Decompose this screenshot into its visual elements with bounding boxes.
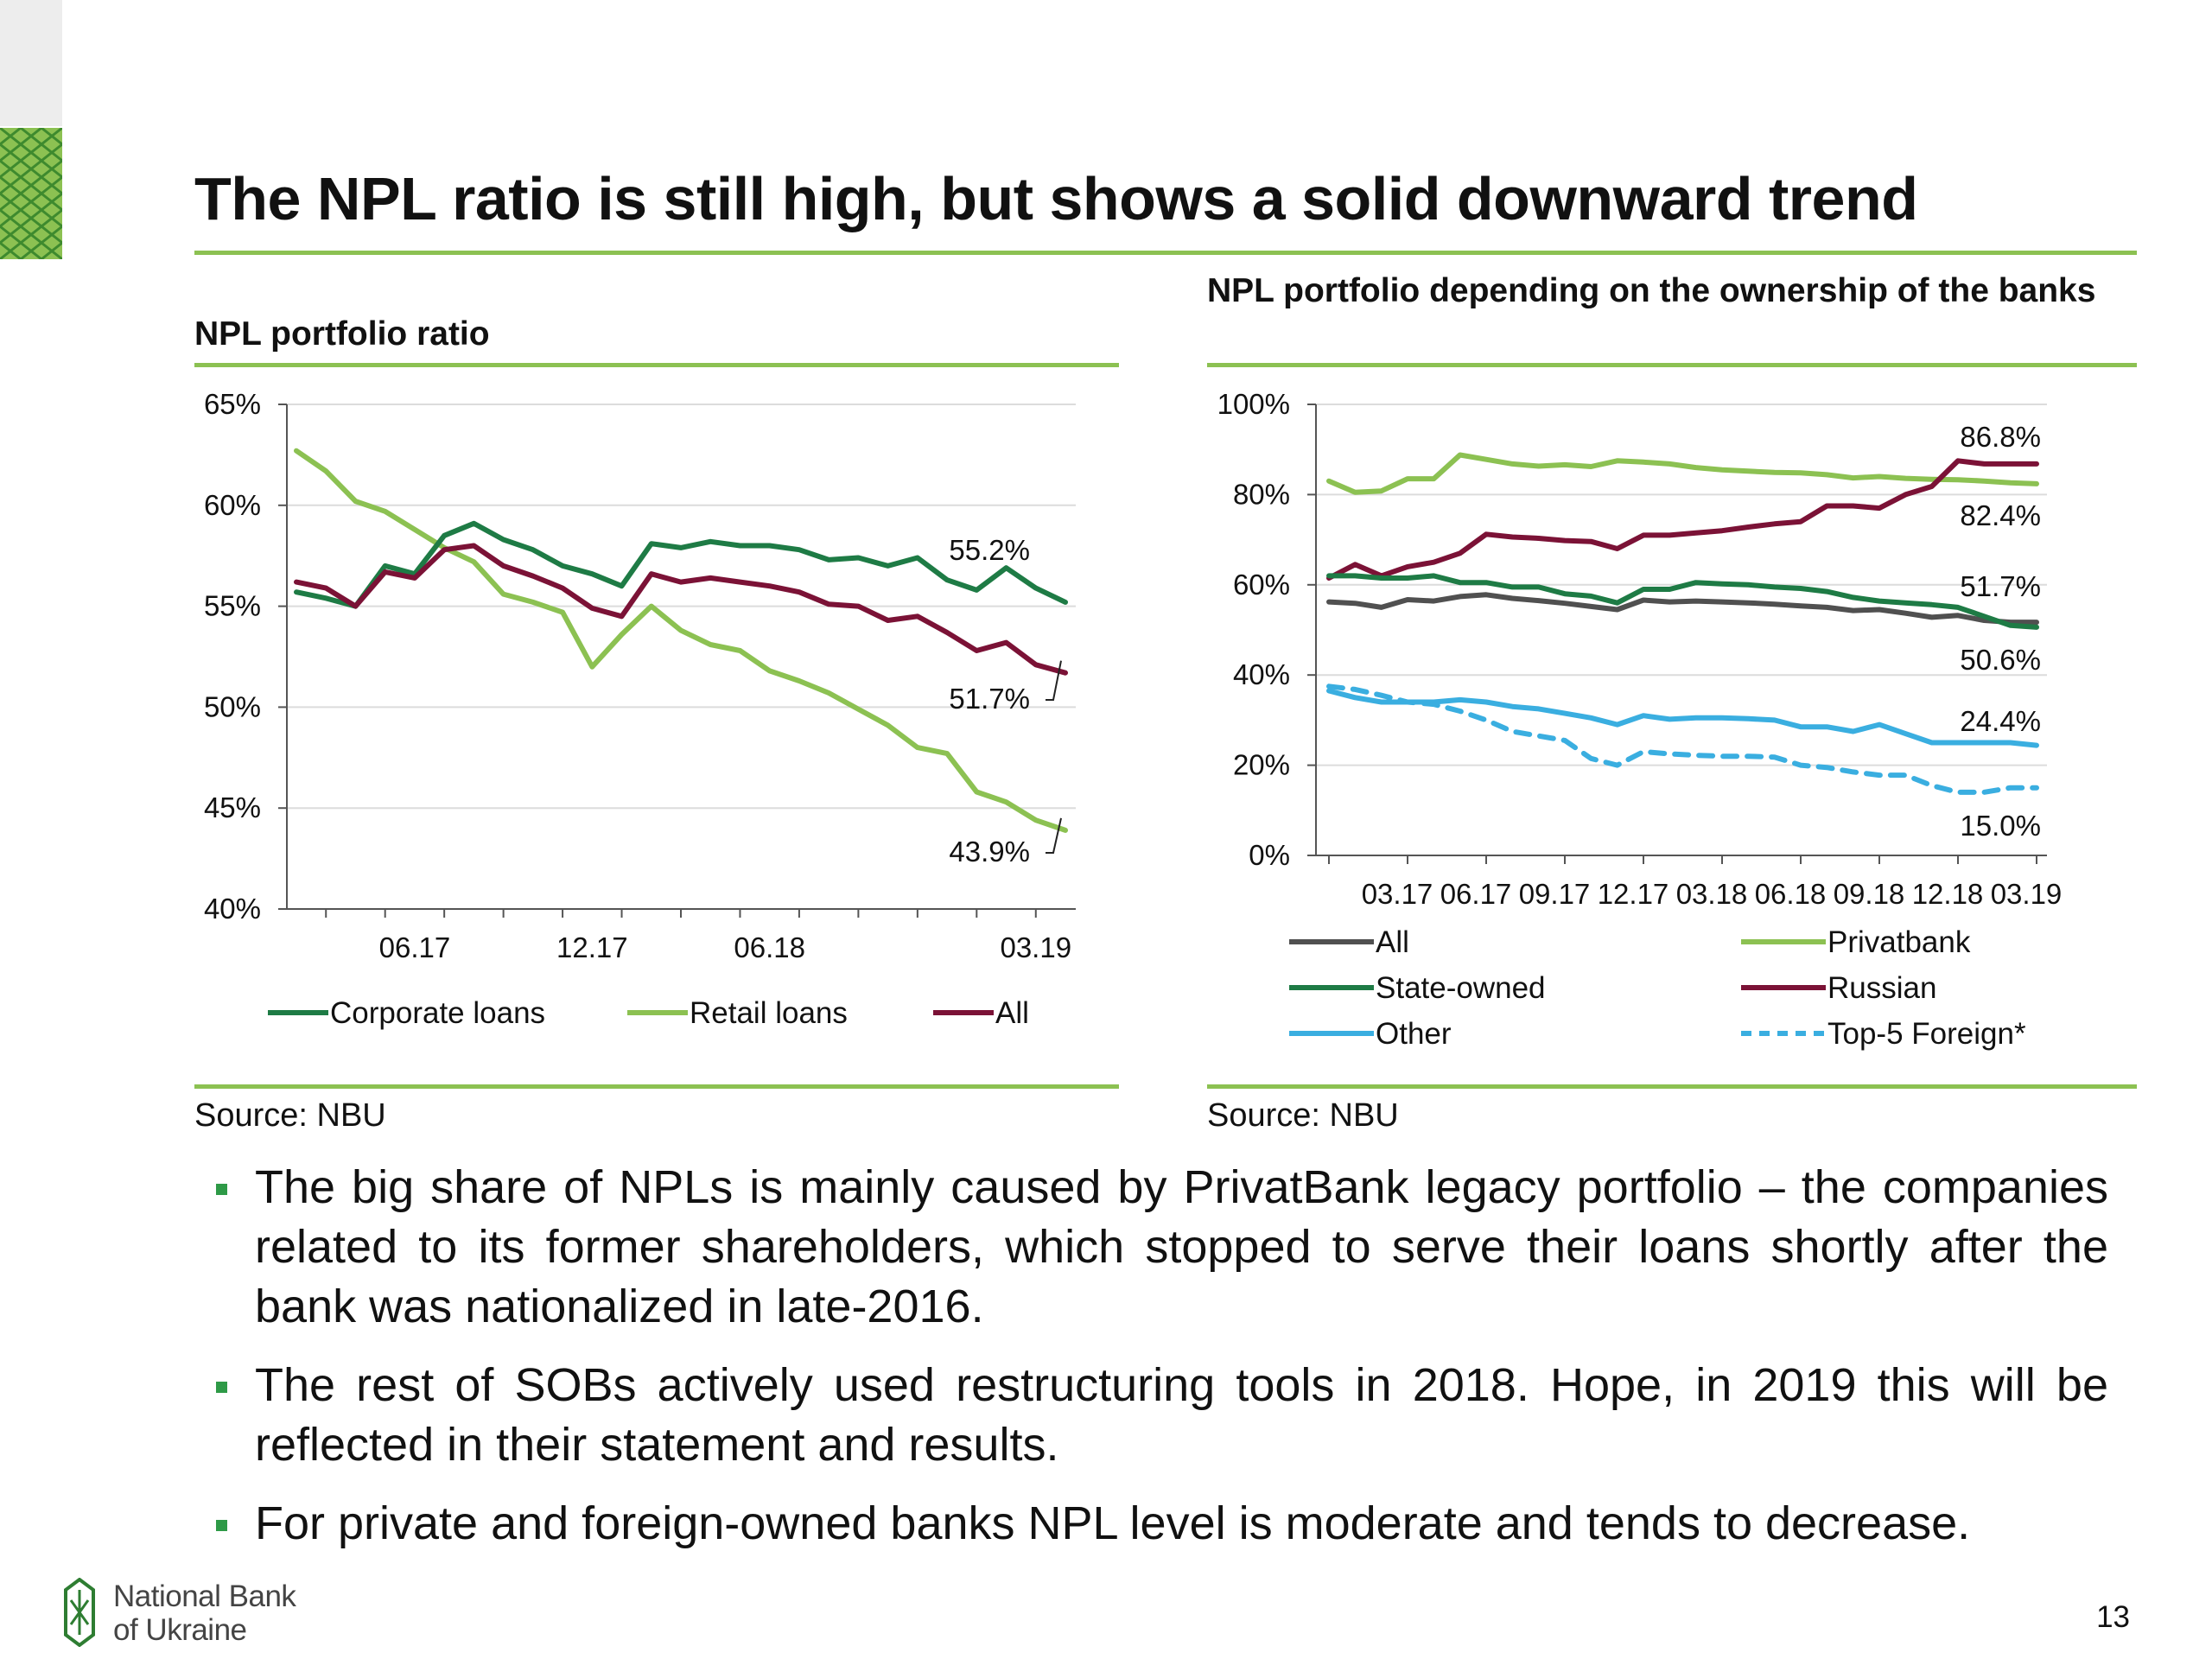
y-tick-label: 50% <box>204 690 261 722</box>
legend-label: Russian <box>1827 971 1936 1005</box>
x-tick-label: 03.19 <box>1000 931 1071 963</box>
right-chart-bottom-rule <box>1207 1084 2137 1089</box>
x-tick-label: 12.18 <box>1912 878 1984 910</box>
y-tick-label: 60% <box>1233 569 1290 601</box>
right-chart-top-rule <box>1207 363 2137 367</box>
x-tick-label: 09.17 <box>1519 878 1591 910</box>
y-tick-label: 40% <box>204 893 261 925</box>
right-chart: 0%20%40%60%80%100%03.17 06.17 09.17 12.17 03… <box>1217 388 2063 1051</box>
data-label: 43.9% <box>949 836 1030 868</box>
legend-label: Other <box>1376 1017 1452 1051</box>
bullet-text: The big share of NPLs is mainly caused b… <box>255 1161 2108 1332</box>
y-tick-label: 20% <box>1233 749 1290 781</box>
label-leader-line <box>1046 660 1062 701</box>
footer-bank-name: National Bank of Ukraine <box>113 1580 296 1647</box>
x-tick-label: 03.19 <box>1991 878 2063 910</box>
series-line-russian <box>1326 458 2039 581</box>
x-tick-label: 12.17 <box>1598 878 1669 910</box>
bullet-item: The rest of SOBs actively used restructu… <box>216 1356 2108 1475</box>
series-line-all <box>294 543 1068 676</box>
y-tick-label: 55% <box>204 590 261 622</box>
legend-label: State-owned <box>1376 971 1546 1005</box>
data-label: 51.7% <box>1960 570 2041 602</box>
data-label: 82.4% <box>1960 499 2041 531</box>
legend-label: Corporate loans <box>330 996 545 1030</box>
left-chart-source: Source: NBU <box>194 1097 386 1134</box>
legend-label: All <box>995 996 1029 1030</box>
x-tick-label: 09.18 <box>1834 878 1905 910</box>
footer-bank-name-line2: of Ukraine <box>113 1613 247 1647</box>
series-line-privatbank <box>1326 452 2039 495</box>
y-tick-label: 60% <box>204 489 261 521</box>
left-chart-title: NPL portfolio ratio <box>194 315 490 353</box>
left-chart-bottom-rule <box>194 1084 1119 1089</box>
series-line-other <box>1326 688 2039 748</box>
title-rule <box>194 251 2137 255</box>
data-label: 51.7% <box>949 683 1030 715</box>
x-tick-label: 06.18 <box>734 931 805 963</box>
bullet-item: For private and foreign-owned banks NPL … <box>216 1494 2108 1554</box>
series-line-corporate-loans <box>294 520 1068 609</box>
legend-label: Privatbank <box>1827 925 1971 959</box>
legend-label: Retail loans <box>690 996 848 1030</box>
y-tick-label: 45% <box>204 791 261 823</box>
x-tick-label: 06.18 <box>1755 878 1827 910</box>
series-line-state-owned <box>1326 573 2039 630</box>
label-leader-line <box>1046 817 1062 854</box>
data-label: 55.2% <box>949 534 1030 566</box>
data-label: 86.8% <box>1960 421 2041 453</box>
bullet-text: For private and foreign-owned banks NPL … <box>255 1497 1971 1549</box>
slide-title: The NPL ratio is still high, but shows a… <box>194 165 1918 232</box>
x-tick-label: 06.17 <box>1440 878 1512 910</box>
data-label: 50.6% <box>1960 644 2041 676</box>
y-tick-label: 0% <box>1249 839 1290 871</box>
right-chart-source: Source: NBU <box>1207 1097 1399 1134</box>
left-chart: 40% 45% 50% 55% 60% 65% 06.17 12.17 06.18 03.19 55… <box>204 388 1076 1030</box>
y-tick-label: 80% <box>1233 478 1290 510</box>
bullet-list: The big share of NPLs is mainly caused b… <box>216 1158 2108 1573</box>
bullet-icon <box>216 1520 227 1531</box>
right-chart-title: NPL portfolio depending on the ownership… <box>1207 272 2096 309</box>
bullet-icon <box>216 1382 227 1393</box>
nbu-logo-icon <box>64 1578 95 1647</box>
bullet-icon <box>216 1184 227 1195</box>
bullet-text: The rest of SOBs actively used restructu… <box>255 1359 2108 1471</box>
data-label: 15.0% <box>1960 810 2041 842</box>
legend-label: Top-5 Foreign* <box>1827 1017 2026 1051</box>
data-label: 24.4% <box>1960 705 2041 737</box>
page-number: 13 <box>2096 1600 2130 1634</box>
bullet-item: The big share of NPLs is mainly caused b… <box>216 1158 2108 1337</box>
x-tick-label: 03.18 <box>1676 878 1748 910</box>
x-tick-label: 12.17 <box>556 931 628 963</box>
y-tick-label: 40% <box>1233 658 1290 690</box>
legend-label: All <box>1376 925 1409 959</box>
lattice-pattern-icon <box>0 128 62 259</box>
y-tick-label: 100% <box>1217 388 1290 420</box>
y-tick-label: 65% <box>204 388 261 420</box>
x-tick-label: 06.17 <box>379 931 451 963</box>
left-chart-top-rule <box>194 363 1119 367</box>
footer-bank-name-line1: National Bank <box>113 1580 296 1613</box>
series-line-retail-loans <box>294 448 1068 833</box>
x-tick-label: 03.17 <box>1362 878 1433 910</box>
series-line-all <box>1326 592 2039 626</box>
corner-decoration <box>0 0 62 126</box>
series-line-top-5-foreign <box>1326 683 2039 795</box>
